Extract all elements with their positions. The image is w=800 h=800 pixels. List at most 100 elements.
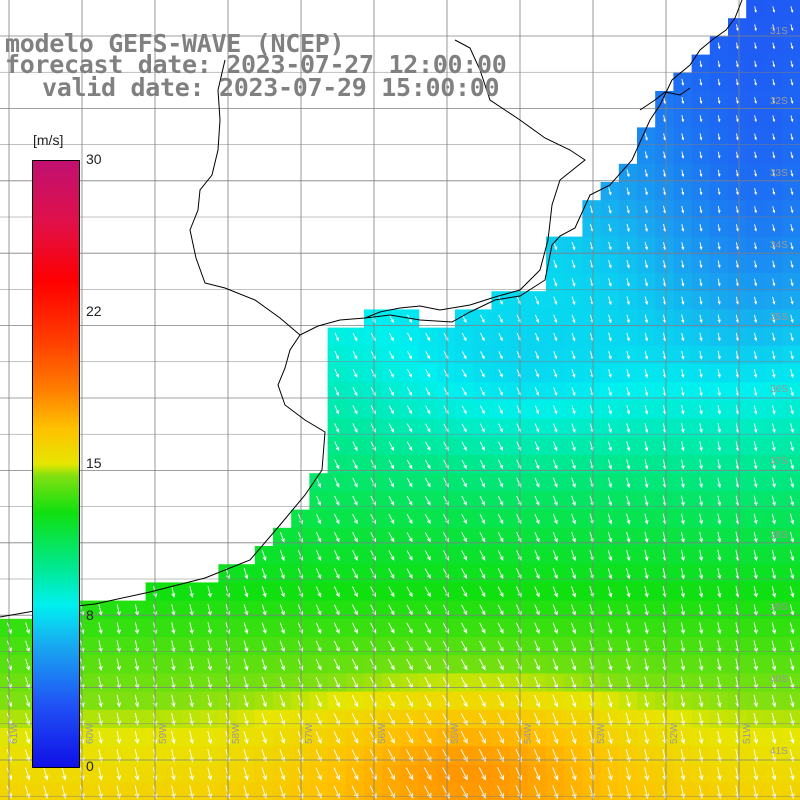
wind-arrow <box>351 604 358 616</box>
speed-cell <box>782 218 800 238</box>
wind-arrow <box>626 314 630 324</box>
wind-arrow <box>754 169 757 177</box>
wind-arrow <box>406 423 413 433</box>
forecast-date: forecast date: 2023-07-27 12:00:00 <box>5 50 507 79</box>
wind-arrow <box>352 550 358 561</box>
wind-arrow <box>442 622 450 634</box>
wind-arrow <box>243 767 249 781</box>
wind-arrow <box>771 749 777 763</box>
wind-arrow <box>771 658 777 671</box>
wind-arrow <box>735 278 739 287</box>
wind-arrow <box>43 767 49 781</box>
wind-arrow <box>699 567 704 580</box>
lat-label: 34S <box>770 240 788 251</box>
wind-arrow <box>351 767 359 781</box>
wind-arrow <box>116 676 121 690</box>
speed-cell <box>382 782 401 800</box>
wind-arrow <box>790 24 794 32</box>
lat-label: 40S <box>770 674 788 685</box>
wind-arrow <box>497 676 504 689</box>
wind-arrow <box>717 549 722 562</box>
wind-arrow <box>789 622 795 635</box>
wind-arrow <box>442 604 449 616</box>
wind-arrow <box>243 694 249 708</box>
wind-arrow <box>570 676 577 690</box>
wind-arrow <box>607 622 613 635</box>
wind-arrow <box>681 205 685 214</box>
wind-arrow <box>680 622 686 635</box>
wind-arrow <box>681 242 685 251</box>
colorbar-tick: 22 <box>86 303 102 319</box>
wind-arrow <box>680 586 685 598</box>
wind-arrow <box>134 694 140 708</box>
wind-arrow <box>442 568 449 579</box>
speed-cell <box>782 0 800 19</box>
wind-arrow <box>699 387 703 397</box>
wind-arrow <box>699 350 703 360</box>
wind-arrow <box>699 640 704 653</box>
wind-arrow <box>681 133 685 141</box>
wind-arrow <box>297 531 303 543</box>
wind-arrow <box>717 60 721 68</box>
wind-arrow <box>98 712 103 726</box>
wind-arrow <box>790 42 794 50</box>
wind-arrow <box>460 694 468 708</box>
wind-arrow <box>790 187 794 196</box>
wind-arrow <box>681 115 685 123</box>
wind-arrow <box>333 604 340 616</box>
wind-arrow <box>753 567 758 580</box>
wind-arrow <box>681 441 685 452</box>
wind-arrow <box>681 459 685 470</box>
wind-arrow <box>735 260 739 269</box>
wind-arrow <box>333 785 341 799</box>
wind-arrow <box>644 205 648 214</box>
wind-arrow <box>772 260 776 269</box>
wind-arrow <box>772 169 776 177</box>
colorbar <box>32 160 80 768</box>
wind-arrow <box>533 785 541 799</box>
wind-arrow <box>754 60 757 68</box>
wind-arrow <box>406 441 413 451</box>
wind-arrow <box>334 513 340 525</box>
wind-arrow <box>533 712 541 726</box>
wind-arrow <box>771 459 776 470</box>
wind-arrow <box>116 622 121 635</box>
lon-label: 52W <box>669 723 680 744</box>
wind-arrow <box>534 676 540 690</box>
wind-arrow <box>771 730 777 745</box>
wind-arrow <box>608 241 612 251</box>
wind-arrow <box>790 405 794 415</box>
wind-arrow <box>680 767 686 781</box>
wind-arrow <box>497 712 504 726</box>
wind-arrow <box>772 387 776 397</box>
wind-arrow <box>225 622 231 635</box>
wind-arrow <box>717 785 722 800</box>
wind-arrow <box>424 694 432 708</box>
wind-arrow <box>571 260 576 269</box>
wind-arrow <box>498 369 503 378</box>
wind-arrow <box>772 278 776 287</box>
wind-arrow <box>790 260 794 269</box>
wind-arrow <box>717 712 722 726</box>
wind-arrow <box>261 676 267 690</box>
lon-label: 61W <box>9 723 20 744</box>
wind-arrow <box>789 495 795 507</box>
wind-arrow <box>443 477 449 488</box>
wind-arrow <box>625 658 631 671</box>
wind-arrow <box>352 495 358 506</box>
wind-arrow <box>497 658 504 671</box>
wind-arrow <box>552 586 558 598</box>
wind-arrow <box>717 42 721 50</box>
wind-arrow <box>442 730 450 744</box>
wind-arrow <box>772 224 776 232</box>
wind-arrow <box>626 495 631 507</box>
wind-arrow <box>570 658 577 671</box>
wind-arrow <box>717 495 722 507</box>
wind-arrow <box>790 242 794 250</box>
wind-arrow <box>607 767 613 781</box>
wind-arrow <box>626 549 631 562</box>
wind-arrow <box>771 423 776 434</box>
wind-arrow <box>644 477 649 489</box>
wind-arrow <box>405 749 414 763</box>
wind-arrow <box>479 459 485 470</box>
